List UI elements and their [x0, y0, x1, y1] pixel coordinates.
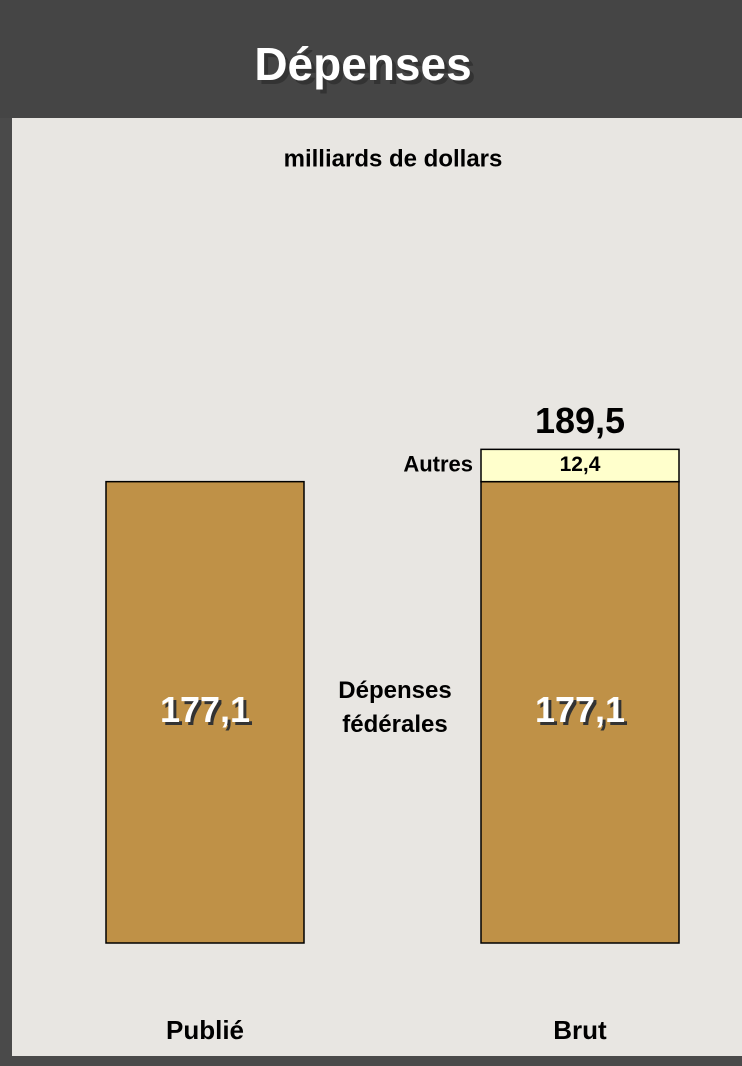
- series-label: Dépenses fédérales: [338, 677, 452, 739]
- title-shadow: Dépenses: [258, 42, 475, 94]
- x-tick-label: Publié: [166, 1015, 244, 1045]
- value-label-shadow: 177,1: [163, 692, 253, 733]
- total-label: 189,5: [535, 400, 625, 441]
- value-label-shadow: 177,1: [538, 692, 628, 733]
- chart-title: Dépenses: [254, 38, 471, 90]
- bar-segment: [480, 448, 680, 483]
- value-label: 177,1: [160, 689, 250, 730]
- series-label-text: Dépenses fédérales: [338, 677, 452, 739]
- x-tick-label: Brut: [553, 1015, 607, 1045]
- value-label: 12,4: [560, 453, 601, 476]
- value-label: 177,1: [535, 689, 625, 730]
- bar-segment: [480, 480, 680, 944]
- series-label: Autres: [403, 451, 473, 476]
- chart-subtitle: milliards de dollars: [284, 145, 503, 172]
- title-bar: [0, 0, 742, 118]
- bar-segment: [105, 480, 305, 944]
